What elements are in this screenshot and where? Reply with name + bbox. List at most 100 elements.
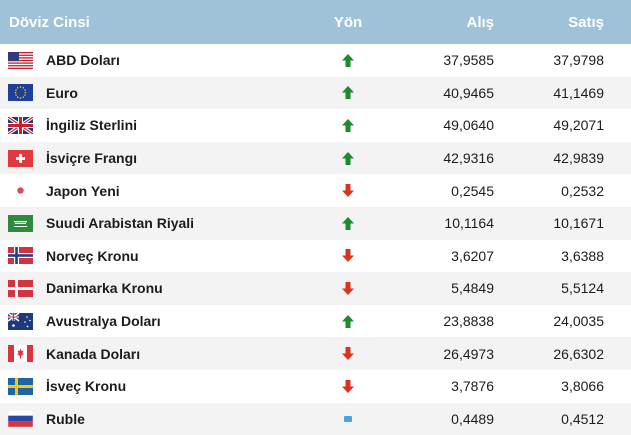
table-row: ABD Doları 37,9585 37,9798 xyxy=(0,44,631,77)
currency-name: Japon Yeni xyxy=(46,182,120,199)
buy-rate: 42,9316 xyxy=(443,150,494,167)
sell-rate: 24,0035 xyxy=(553,313,604,330)
buy-rate: 5,4849 xyxy=(451,280,494,297)
uk-flag-icon xyxy=(8,116,33,134)
ca-flag-icon xyxy=(8,345,33,363)
currency-name-cell: Kanada Doları xyxy=(0,345,290,363)
se-flag-icon xyxy=(8,377,33,395)
direction-cell xyxy=(290,415,406,422)
ch-flag-icon xyxy=(8,149,33,167)
neutral-square-icon xyxy=(344,415,352,422)
direction-cell xyxy=(290,151,406,165)
us-flag-icon xyxy=(8,51,33,69)
table-row: İsveç Kronu 3,7876 3,8066 xyxy=(0,370,631,403)
table-row: Norveç Kronu 3,6207 3,6388 xyxy=(0,240,631,273)
currency-name: Kanada Doları xyxy=(46,345,141,362)
table-row: Danimarka Kronu 5,4849 5,5124 xyxy=(0,272,631,305)
currency-name: Suudi Arabistan Riyali xyxy=(46,215,195,232)
header-currency-name: Döviz Cinsi xyxy=(9,13,90,31)
arrow-down-icon xyxy=(342,379,354,393)
currency-name-cell: Japon Yeni xyxy=(0,182,290,200)
direction-cell xyxy=(290,249,406,263)
currency-name-cell: Avustralya Doları xyxy=(0,312,290,330)
buy-rate: 37,9585 xyxy=(443,52,494,69)
table-row: İsviçre Frangı 42,9316 42,9839 xyxy=(0,141,631,175)
au-flag-icon xyxy=(8,312,33,330)
arrow-up-icon xyxy=(342,151,354,165)
arrow-down-icon xyxy=(342,184,354,198)
buy-rate: 49,0640 xyxy=(443,117,494,134)
ru-flag-icon xyxy=(8,410,33,428)
currency-name: İngiliz Sterlini xyxy=(46,117,138,134)
direction-cell xyxy=(290,184,406,198)
dk-flag-icon xyxy=(8,279,33,297)
currency-name: Euro xyxy=(46,84,78,101)
table-row: Euro 40,9465 41,1469 xyxy=(0,76,631,110)
currency-name-cell: İngiliz Sterlini xyxy=(0,116,290,134)
sell-rate: 37,9798 xyxy=(553,52,604,69)
arrow-down-icon xyxy=(342,249,354,263)
direction-cell xyxy=(290,347,406,361)
sell-rate: 26,6302 xyxy=(553,345,604,362)
currency-name-cell: Norveç Kronu xyxy=(0,247,290,265)
header-sell: Satış xyxy=(568,13,604,31)
direction-cell xyxy=(290,216,406,230)
table-body: ABD Doları 37,9585 37,9798 Euro 40,9465 41,14… xyxy=(0,44,631,435)
arrow-up-icon xyxy=(342,118,354,132)
sell-rate: 3,8066 xyxy=(561,378,604,395)
arrow-down-icon xyxy=(342,347,354,361)
currency-name: Danimarka Kronu xyxy=(46,280,163,297)
arrow-up-icon xyxy=(342,314,354,328)
sell-rate: 49,2071 xyxy=(553,117,604,134)
buy-rate: 23,8838 xyxy=(443,313,494,330)
eu-flag-icon xyxy=(8,84,33,102)
currency-name-cell: İsveç Kronu xyxy=(0,377,290,395)
jp-flag-icon xyxy=(8,182,33,200)
buy-rate: 0,2545 xyxy=(451,182,494,199)
table-row: Japon Yeni 0,2545 0,2532 xyxy=(0,174,631,207)
currency-name-cell: İsviçre Frangı xyxy=(0,149,290,167)
table-row: Ruble 0,4489 0,4512 xyxy=(0,402,631,435)
currency-name-cell: Suudi Arabistan Riyali xyxy=(0,214,290,232)
direction-cell xyxy=(290,281,406,295)
buy-rate: 0,4489 xyxy=(451,410,494,427)
header-direction: Yön xyxy=(333,13,363,31)
sell-rate: 42,9839 xyxy=(553,150,604,167)
direction-cell xyxy=(290,314,406,328)
table-row: Avustralya Doları 23,8838 24,0035 xyxy=(0,305,631,338)
arrow-down-icon xyxy=(342,281,354,295)
direction-cell xyxy=(290,379,406,393)
buy-rate: 10,1164 xyxy=(444,215,494,232)
sell-rate: 5,5124 xyxy=(561,280,604,297)
table-header: Döviz Cinsi Yön Alış Satış xyxy=(0,0,631,44)
currency-name-cell: Ruble xyxy=(0,410,290,428)
table-row: İngiliz Sterlini 49,0640 49,2071 xyxy=(0,109,631,142)
table-row: Kanada Doları 26,4973 26,6302 xyxy=(0,337,631,370)
currency-name: İsviçre Frangı xyxy=(46,150,138,167)
buy-rate: 3,6207 xyxy=(451,247,494,264)
currency-name: Norveç Kronu xyxy=(46,247,139,264)
currency-name-cell: ABD Doları xyxy=(0,51,290,69)
buy-rate: 40,9465 xyxy=(443,84,494,101)
currency-name-cell: Euro xyxy=(0,84,290,102)
currency-name: İsveç Kronu xyxy=(46,378,127,395)
sell-rate: 3,6388 xyxy=(561,247,604,264)
arrow-up-icon xyxy=(342,53,354,67)
buy-rate: 3,7876 xyxy=(451,378,494,395)
direction-cell xyxy=(290,53,406,67)
sell-rate: 0,2532 xyxy=(561,182,604,199)
currency-name: Ruble xyxy=(46,410,85,427)
currency-name-cell: Danimarka Kronu xyxy=(0,279,290,297)
arrow-up-icon xyxy=(342,216,354,230)
header-buy: Alış xyxy=(466,13,494,31)
table-row: Suudi Arabistan Riyali 10,1164 10,1671 xyxy=(0,206,631,240)
arrow-up-icon xyxy=(342,86,354,100)
currency-name: ABD Doları xyxy=(46,52,120,69)
buy-rate: 26,4973 xyxy=(443,345,494,362)
direction-cell xyxy=(290,118,406,132)
currency-name: Avustralya Doları xyxy=(46,313,161,330)
sell-rate: 10,1671 xyxy=(553,215,604,232)
sell-rate: 41,1469 xyxy=(553,84,604,101)
sell-rate: 0,4512 xyxy=(561,410,604,427)
